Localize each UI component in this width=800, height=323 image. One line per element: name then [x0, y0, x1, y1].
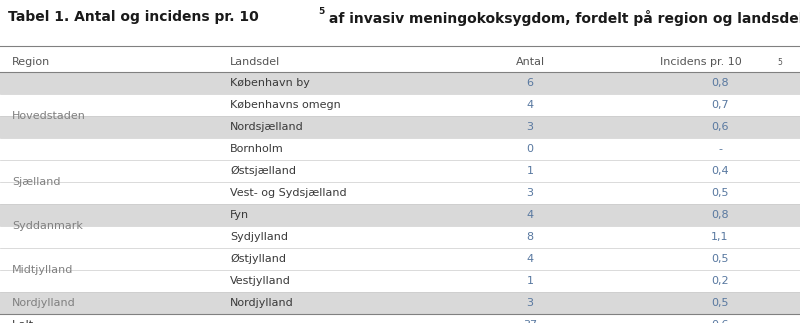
Text: Tabel 1. Antal og incidens pr. 10: Tabel 1. Antal og incidens pr. 10	[8, 10, 258, 24]
Text: Landsdel: Landsdel	[230, 57, 280, 67]
Text: 0,8: 0,8	[711, 78, 729, 88]
Bar	[0, 248, 800, 270]
Text: Midtjylland: Midtjylland	[12, 265, 74, 275]
Text: 0,5: 0,5	[711, 298, 729, 308]
Text: 4: 4	[526, 100, 534, 110]
Text: 4: 4	[526, 254, 534, 264]
Text: Antal: Antal	[515, 57, 545, 67]
Text: Østsjælland: Østsjælland	[230, 166, 296, 176]
Text: Nordjylland: Nordjylland	[230, 298, 294, 308]
Text: 5: 5	[777, 58, 782, 67]
Bar	[0, 204, 800, 226]
Text: 0,2: 0,2	[711, 276, 729, 286]
Text: -: -	[718, 144, 722, 154]
Bar	[0, 182, 800, 204]
Bar	[0, 72, 800, 94]
Text: 37: 37	[523, 320, 537, 323]
Text: 5: 5	[318, 7, 324, 16]
Text: Sjælland: Sjælland	[12, 177, 61, 187]
Bar	[0, 292, 800, 314]
Text: af invasiv meningokoksygdom, fordelt på region og landsdel, 2018: af invasiv meningokoksygdom, fordelt på …	[324, 10, 800, 26]
Text: 1: 1	[526, 276, 534, 286]
Bar	[0, 48, 800, 72]
Text: 1: 1	[526, 166, 534, 176]
Text: Østjylland: Østjylland	[230, 254, 286, 264]
Bar	[0, 0, 800, 48]
Text: 0,6: 0,6	[711, 320, 729, 323]
Text: Sydjylland: Sydjylland	[230, 232, 288, 242]
Text: Syddanmark: Syddanmark	[12, 221, 83, 231]
Text: Region: Region	[12, 57, 50, 67]
Text: 3: 3	[526, 122, 534, 132]
Bar	[0, 270, 800, 292]
Text: Vest- og Sydsjælland: Vest- og Sydsjælland	[230, 188, 346, 198]
Bar	[0, 226, 800, 248]
Text: Hovedstaden: Hovedstaden	[12, 111, 86, 121]
Text: 3: 3	[526, 298, 534, 308]
Text: Bornholm: Bornholm	[230, 144, 284, 154]
Text: Københavns omegn: Københavns omegn	[230, 100, 341, 110]
Bar	[0, 138, 800, 160]
Text: 0,4: 0,4	[711, 166, 729, 176]
Text: I alt: I alt	[12, 320, 33, 323]
Bar	[0, 116, 800, 138]
Text: 4: 4	[526, 210, 534, 220]
Text: Nordsjælland: Nordsjælland	[230, 122, 304, 132]
Text: 0,6: 0,6	[711, 122, 729, 132]
Text: Fyn: Fyn	[230, 210, 249, 220]
Text: København by: København by	[230, 78, 310, 88]
Text: 0,5: 0,5	[711, 254, 729, 264]
Text: 0: 0	[526, 144, 534, 154]
Text: 0,5: 0,5	[711, 188, 729, 198]
Bar	[0, 94, 800, 116]
Bar	[0, 160, 800, 182]
Text: 6: 6	[526, 78, 534, 88]
Text: 3: 3	[526, 188, 534, 198]
Text: 0,8: 0,8	[711, 210, 729, 220]
Text: 1,1: 1,1	[711, 232, 729, 242]
Bar	[0, 314, 800, 323]
Text: 0,7: 0,7	[711, 100, 729, 110]
Text: Vestjylland: Vestjylland	[230, 276, 291, 286]
Text: 8: 8	[526, 232, 534, 242]
Text: Nordjylland: Nordjylland	[12, 298, 76, 308]
Text: Incidens pr. 10: Incidens pr. 10	[660, 57, 742, 67]
